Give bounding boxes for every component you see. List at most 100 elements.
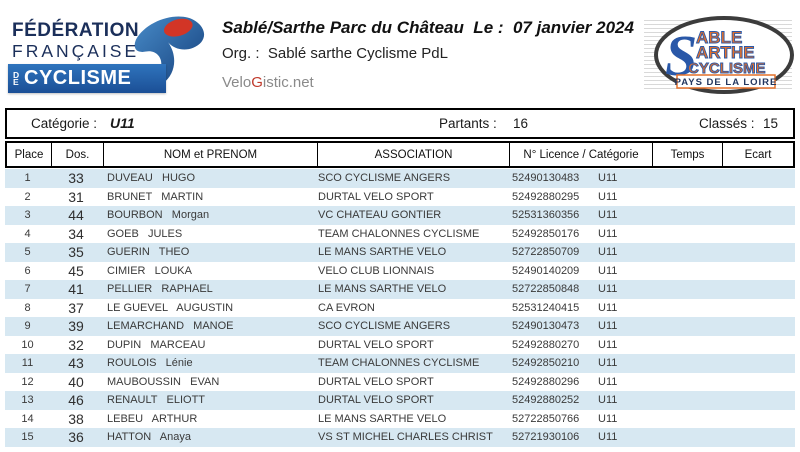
club-logo-line3: CYCLISME (688, 60, 766, 77)
organizer-line: Org. : Sablé sarthe Cyclisme PdL (222, 45, 448, 62)
cell-ecart (721, 262, 795, 281)
cell-temps (651, 280, 721, 299)
cell-licence-categorie: 52722850848 U11 (508, 280, 651, 299)
table-row: 5 35 GUERIN THEO LE MANS SARTHE VELO 527… (5, 243, 795, 262)
cell-place: 11 (21, 357, 34, 370)
column-header-licence: N° Licence / Catégorie (510, 143, 653, 166)
cell-nom: DUVEAU HUGO (107, 172, 196, 185)
cell-licence-categorie: 52492850176 U11 (508, 225, 651, 244)
cell-nom: BOURBON Morgan (107, 209, 210, 222)
velogistic-part2: G (251, 74, 263, 91)
cell-association: LE MANS SARTHE VELO (318, 412, 447, 425)
cell-association: LE MANS SARTHE VELO (318, 283, 447, 296)
licence-categorie: U11 (598, 431, 618, 444)
cell-nom: LE GUEVEL AUGUSTIN (107, 301, 234, 314)
classes-label: Classés : (699, 116, 755, 131)
sable-sarthe-logo: S ABLE ARTHE CYCLISME PAYS DE LA LOIRE (644, 12, 796, 100)
velogistic-link[interactable]: VeloGistic.net (222, 74, 634, 91)
licence-categorie: U11 (598, 375, 618, 388)
cell-place: 5 (24, 246, 31, 259)
licence-number: 52531360356 (512, 209, 580, 222)
table-row: 6 45 CIMIER LOUKA VELO CLUB LIONNAIS 524… (5, 261, 795, 281)
table-row: 11 43 ROULOIS Lénie TEAM CHALONNES CYCLI… (5, 354, 795, 373)
table-row: 8 37 LE GUEVEL AUGUSTIN CA EVRON 5253124… (5, 298, 795, 318)
club-logo-line1: ABLE (696, 28, 742, 47)
cell-temps (651, 299, 721, 318)
cell-association: DURTAL VELO SPORT (318, 338, 434, 351)
cell-association: SCO CYCLISME ANGERS (318, 320, 451, 333)
table-row: 10 32 DUPIN MARCEAU DURTAL VELO SPORT 52… (5, 335, 795, 355)
cell-place: 3 (24, 209, 31, 222)
cell-licence-categorie: 52492850210 U11 (508, 354, 651, 373)
licence-categorie: U11 (598, 264, 618, 277)
cell-nom: CIMIER LOUKA (107, 264, 192, 277)
table-row: 12 40 MAUBOUSSIN EVAN DURTAL VELO SPORT … (5, 372, 795, 392)
table-row: 3 44 BOURBON Morgan VC CHATEAU GONTIER 5… (5, 206, 795, 225)
cell-dossard: 35 (68, 244, 84, 261)
cell-nom: MAUBOUSSIN EVAN (107, 375, 220, 388)
cell-temps (651, 262, 721, 281)
cell-temps (651, 373, 721, 392)
cell-temps (651, 188, 721, 207)
cell-place: 1 (24, 172, 31, 185)
licence-categorie: U11 (598, 394, 618, 407)
partants-value: 16 (513, 116, 529, 131)
results-table-header: Place Dos. NOM et PRENOM ASSOCIATION N° … (5, 141, 795, 168)
cell-place: 7 (24, 283, 31, 296)
table-row: 14 38 LEBEU ARTHUR LE MANS SARTHE VELO 5… (5, 409, 795, 429)
cell-dossard: 32 (68, 336, 84, 353)
ffc-de-label: DE (13, 69, 20, 87)
cell-nom: GOEB JULES (107, 227, 183, 240)
velogistic-part3: istic.net (262, 74, 314, 91)
cell-ecart (721, 336, 795, 355)
results-body: 1 33 DUVEAU HUGO SCO CYCLISME ANGERS 524… (5, 169, 795, 447)
cell-nom: PELLIER RAPHAEL (107, 283, 213, 296)
cell-temps (651, 410, 721, 429)
table-row: 9 39 LEMARCHAND MANOE SCO CYCLISME ANGER… (5, 317, 795, 336)
licence-categorie: U11 (598, 246, 618, 259)
cell-ecart (721, 354, 795, 373)
cell-nom: DUPIN MARCEAU (107, 338, 206, 351)
cell-place: 13 (21, 394, 34, 407)
cell-association: VC CHATEAU GONTIER (318, 209, 442, 222)
cell-association: DURTAL VELO SPORT (318, 190, 434, 203)
cell-ecart (721, 243, 795, 262)
cell-ecart (721, 391, 795, 410)
club-logo-line2: ARTHE (696, 43, 755, 62)
cell-temps (651, 206, 721, 225)
cell-place: 2 (24, 190, 31, 203)
licence-number: 52492850210 (512, 357, 580, 370)
column-header-temps: Temps (653, 143, 723, 166)
cell-licence-categorie: 52492880252 U11 (508, 391, 651, 410)
cell-temps (651, 391, 721, 410)
column-header-ecart: Ecart (744, 148, 772, 161)
cell-place: 14 (21, 412, 34, 425)
table-row: 15 36 HATTON Anaya VS ST MICHEL CHARLES … (5, 428, 795, 447)
cell-nom: RENAULT ELIOTT (107, 394, 206, 407)
cell-temps (651, 225, 721, 244)
classes-value: 15 (763, 116, 779, 131)
cell-association: TEAM CHALONNES CYCLISME (318, 357, 480, 370)
category-bar: Catégorie : U11 Partants : 16 Classés : … (5, 108, 795, 139)
licence-categorie: U11 (598, 412, 618, 425)
page-header: FÉDÉRATION FRANÇAISE DE CYCLISME Sablé/S… (0, 0, 800, 108)
ffc-logo: FÉDÉRATION FRANÇAISE DE CYCLISME (8, 12, 213, 104)
licence-categorie: U11 (598, 301, 618, 314)
ffc-cyclist-swirl-icon (129, 16, 205, 90)
cell-ecart (721, 280, 795, 299)
cell-dossard: 38 (68, 410, 84, 427)
cell-ecart (721, 169, 795, 188)
licence-categorie: U11 (598, 190, 618, 203)
cell-licence-categorie: 52531360356 U11 (508, 206, 651, 225)
cell-ecart (721, 299, 795, 318)
cell-dossard: 36 (68, 429, 84, 446)
ffc-federation-label: FÉDÉRATION (12, 20, 140, 41)
cell-temps (651, 169, 721, 188)
cell-dossard: 44 (68, 207, 84, 224)
licence-categorie: U11 (598, 357, 618, 370)
cell-association: VELO CLUB LIONNAIS (318, 264, 435, 277)
cell-place: 15 (21, 431, 34, 444)
cell-association: DURTAL VELO SPORT (318, 394, 434, 407)
cell-dossard: 43 (68, 355, 84, 372)
column-header-association: ASSOCIATION (318, 143, 510, 166)
